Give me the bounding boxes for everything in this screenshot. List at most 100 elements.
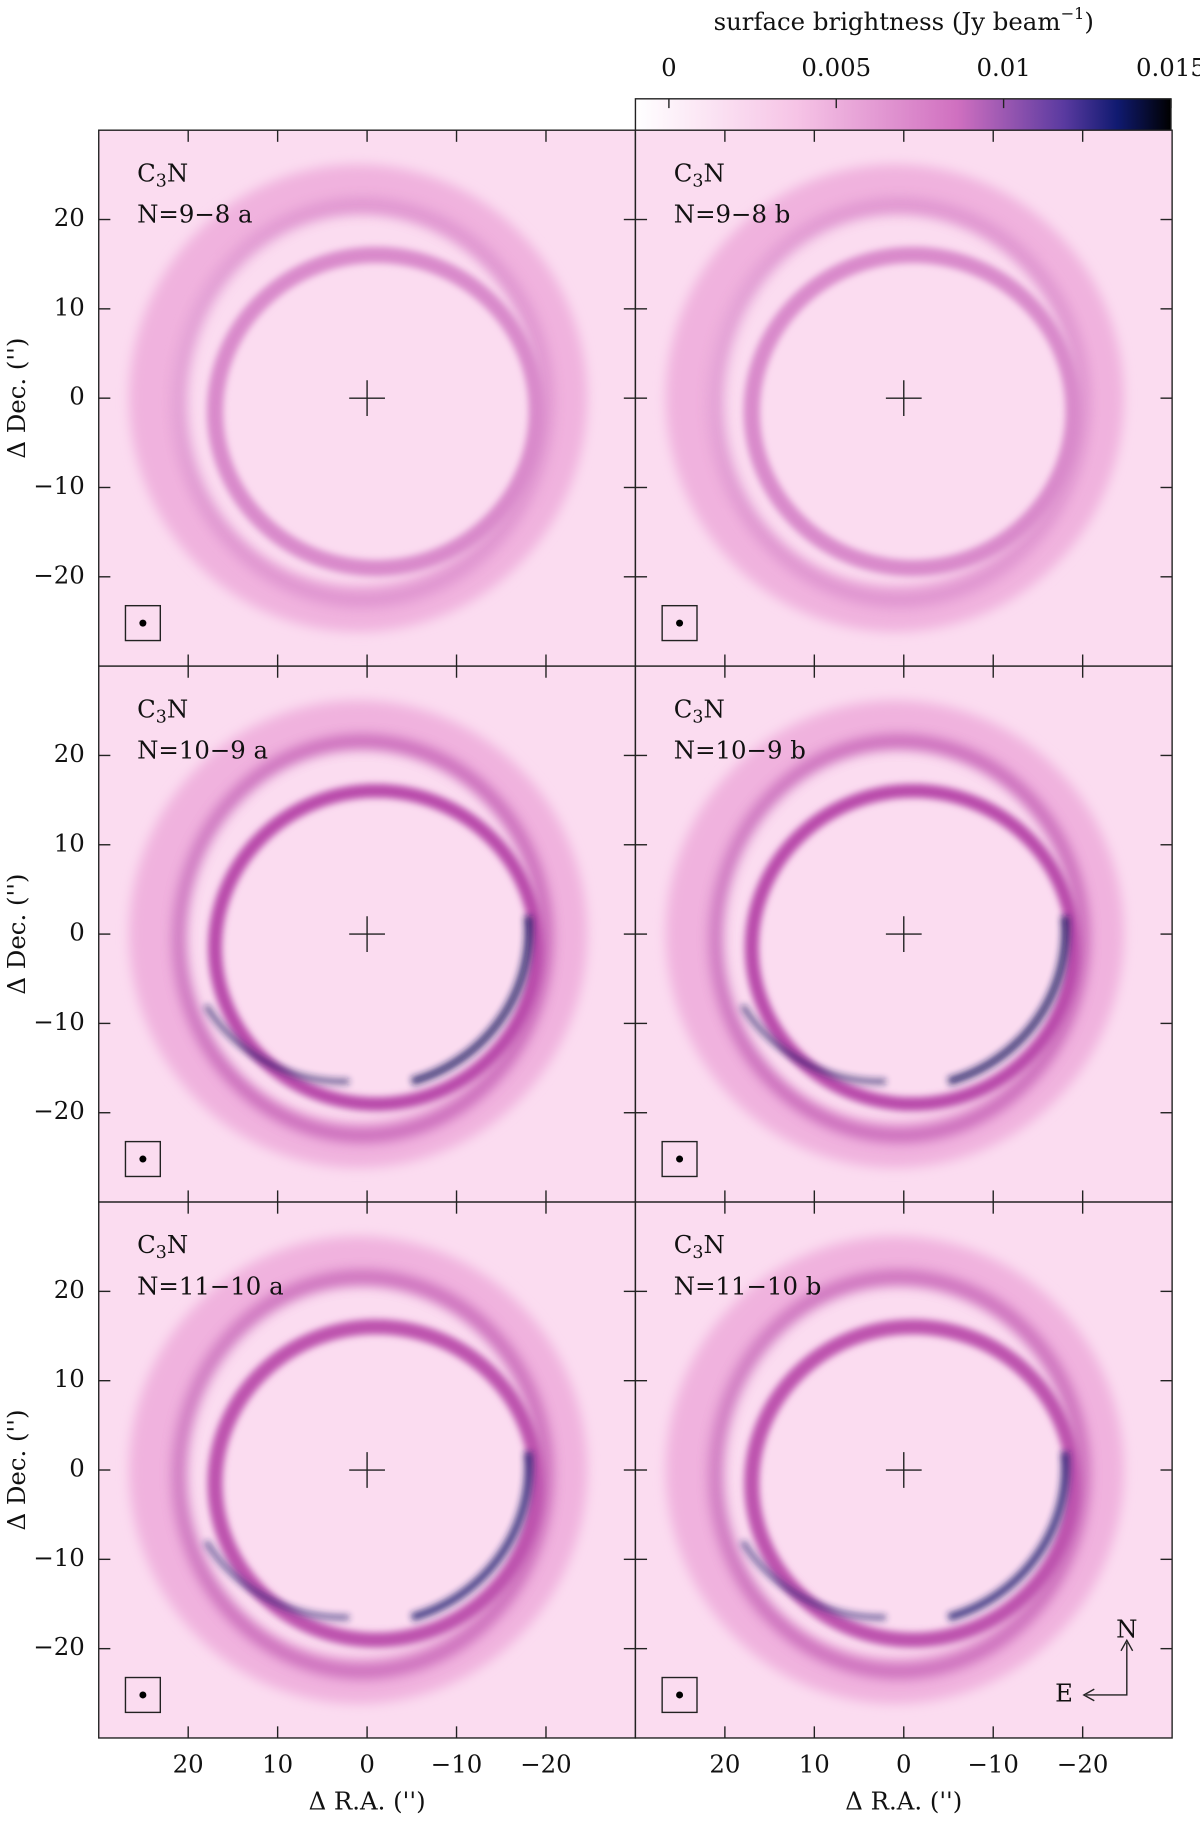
transition-label: N=11−10 a xyxy=(137,1272,284,1301)
y-tick-label: 10 xyxy=(54,1364,85,1393)
transition-label: N=10−9 b xyxy=(674,736,806,765)
panel: C3N N=9−8 b xyxy=(634,129,1173,667)
inner-ring xyxy=(743,246,1082,577)
bright-arc xyxy=(203,1004,350,1085)
outer-ring xyxy=(707,197,1091,608)
x-axis-label: Δ R.A. ('') xyxy=(309,1787,426,1816)
colorbar-tick-label: 0 xyxy=(661,53,677,82)
inner-ring xyxy=(744,1319,1082,1648)
y-axis-label: Δ Dec. ('') xyxy=(2,338,31,459)
molecule-base: C xyxy=(674,158,693,187)
x-tick-label: 0 xyxy=(896,1749,912,1778)
y-axis-label: Δ Dec. ('') xyxy=(2,1410,31,1531)
inner-ring xyxy=(744,783,1081,1112)
outer-ring xyxy=(708,734,1090,1143)
molecule-label: C3N xyxy=(137,158,188,191)
molecule-end: N xyxy=(704,1230,725,1259)
beam xyxy=(676,619,684,627)
molecule-end: N xyxy=(167,1230,188,1259)
y-tick-label: −20 xyxy=(33,560,84,589)
y-tick-label: 20 xyxy=(54,203,85,232)
outer-ring xyxy=(171,197,555,608)
beam-box xyxy=(124,604,162,642)
bright-arc xyxy=(740,1004,886,1085)
colorbar-title: surface brightness (Jy beam−1) xyxy=(714,3,1094,35)
molecule-base: C xyxy=(674,1230,693,1259)
panel: C3N N=9−8 a −20 −10 0 10 20 Δ Dec. ('') xyxy=(2,129,637,667)
panel: C3N N=10−9 b xyxy=(634,665,1173,1203)
molecule-base: C xyxy=(137,158,156,187)
beam-box xyxy=(124,1676,162,1714)
y-tick-label: 10 xyxy=(54,292,85,321)
molecule-sub: 3 xyxy=(156,707,167,727)
molecule-label: C3N xyxy=(674,694,725,727)
x-tick-label: −20 xyxy=(520,1749,571,1778)
center-cross xyxy=(349,916,385,952)
beam-box xyxy=(124,1140,162,1178)
molecule-label: C3N xyxy=(674,1230,725,1263)
center-cross xyxy=(349,1452,385,1488)
colorbar-axis: 0 0.005 0.01 0.015 xyxy=(661,53,1200,109)
molecule-sub: 3 xyxy=(692,1243,703,1263)
center-cross xyxy=(885,380,922,417)
y-tick-label: 0 xyxy=(69,382,85,411)
y-tick-label: 20 xyxy=(54,739,85,768)
halo xyxy=(665,164,1124,632)
beam xyxy=(139,1691,147,1699)
compass-north: N xyxy=(1116,1615,1137,1644)
compass-east: E xyxy=(1055,1678,1073,1707)
y-tick-label: −20 xyxy=(33,1096,84,1125)
beam-box xyxy=(661,1676,698,1714)
compass: N E xyxy=(1055,1615,1137,1708)
outer-ring xyxy=(708,1269,1091,1679)
halo xyxy=(129,1236,588,1704)
molecule-base: C xyxy=(137,694,156,723)
y-tick-label: 20 xyxy=(54,1275,85,1304)
transition-label: N=9−8 a xyxy=(137,200,253,229)
beam xyxy=(676,1691,684,1699)
halo xyxy=(129,700,588,1168)
halo xyxy=(665,700,1124,1168)
molecule-label: C3N xyxy=(137,1230,188,1263)
y-tick-label: 10 xyxy=(54,828,85,857)
inner-ring xyxy=(208,783,545,1112)
x-tick-label: −10 xyxy=(431,1749,482,1778)
colorbar-tick-label: 0.015 xyxy=(1136,53,1200,82)
x-tick-label: 20 xyxy=(709,1749,740,1778)
colorbar-title-main: surface brightness (Jy beam xyxy=(714,7,1061,36)
molecule-sub: 3 xyxy=(692,707,703,727)
x-tick-label: −20 xyxy=(1057,1749,1108,1778)
y-tick-label: −10 xyxy=(33,1007,84,1036)
colorbar-title-sup: −1 xyxy=(1060,3,1084,22)
colorbar-title-end: ) xyxy=(1084,7,1094,36)
molecule-end: N xyxy=(167,158,188,187)
x-tick-label: 20 xyxy=(173,1749,204,1778)
outer-ring xyxy=(172,734,553,1143)
halo xyxy=(129,164,588,632)
molecule-base: C xyxy=(674,694,693,723)
center-cross xyxy=(349,380,385,417)
molecule-sub: 3 xyxy=(692,171,703,191)
colorbar xyxy=(634,98,1172,131)
bright-arc xyxy=(947,915,1070,1086)
transition-label: N=9−8 b xyxy=(674,200,791,229)
x-tick-label: 0 xyxy=(359,1749,375,1778)
outer-ring xyxy=(171,1269,554,1679)
panel: C3N N=11−10 a 20 10 0 −10 −20 −20 −10 0 10 20 Δ R.A.… xyxy=(2,1201,637,1816)
x-tick-label: 10 xyxy=(262,1749,293,1778)
molecule-end: N xyxy=(167,694,188,723)
beam xyxy=(139,619,147,627)
halo xyxy=(665,1236,1124,1704)
center-cross xyxy=(885,1452,922,1488)
bright-arc xyxy=(410,915,533,1086)
beam-box xyxy=(661,604,698,642)
y-tick-label: −10 xyxy=(33,471,84,500)
transition-label: N=10−9 a xyxy=(137,736,268,765)
inner-ring xyxy=(207,1319,545,1648)
molecule-sub: 3 xyxy=(156,1243,167,1263)
beam-box xyxy=(661,1140,698,1178)
y-tick-label: −20 xyxy=(33,1632,84,1661)
x-tick-label: 10 xyxy=(799,1749,830,1778)
